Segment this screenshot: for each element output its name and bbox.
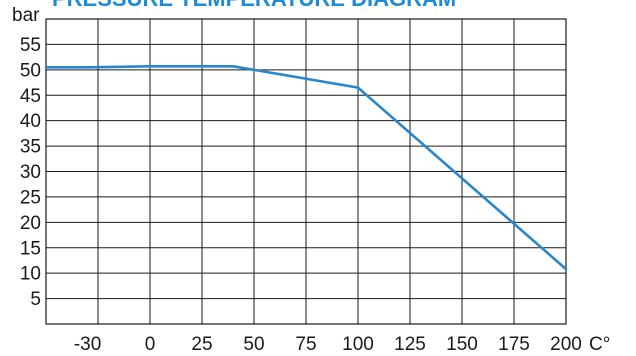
y-tick-label: 20 bbox=[20, 213, 41, 234]
x-axis-unit: C° bbox=[589, 334, 610, 355]
x-tick-label: 75 bbox=[295, 334, 316, 355]
x-tick-label: 175 bbox=[498, 334, 530, 355]
y-axis-unit: bar bbox=[12, 5, 40, 26]
x-tick-labels: -30 0 25 50 75 100 125 150 175 200 bbox=[74, 334, 582, 355]
y-tick-label: 50 bbox=[20, 60, 41, 81]
x-tick-label: 100 bbox=[342, 334, 374, 355]
x-tick-label: 125 bbox=[394, 334, 426, 355]
grid-lines bbox=[46, 19, 566, 324]
series-line bbox=[44, 65, 568, 271]
chart-title: PRESSURE TEMPERATURE DIAGRAM bbox=[52, 0, 456, 11]
y-tick-label: 15 bbox=[20, 238, 41, 259]
x-tick-label: 25 bbox=[191, 334, 212, 355]
y-tick-label: 25 bbox=[20, 187, 41, 208]
plot-frame bbox=[45, 18, 567, 325]
x-tick-label: 50 bbox=[243, 334, 264, 355]
y-tick-label: 40 bbox=[20, 111, 41, 132]
x-tick-label: 150 bbox=[446, 334, 478, 355]
y-tick-label: 55 bbox=[20, 35, 41, 56]
x-tick-label: 200 bbox=[550, 334, 582, 355]
y-tick-label: 5 bbox=[30, 289, 41, 310]
y-tick-label: 30 bbox=[20, 162, 41, 183]
series-layer bbox=[44, 65, 568, 271]
y-tick-labels: 5 10 15 20 25 30 35 40 45 50 55 bbox=[20, 35, 41, 310]
y-tick-label: 10 bbox=[20, 264, 41, 285]
x-tick-label: -30 bbox=[74, 334, 101, 355]
y-tick-label: 45 bbox=[20, 86, 41, 107]
y-tick-label: 35 bbox=[20, 137, 41, 158]
x-tick-label: 0 bbox=[145, 334, 156, 355]
